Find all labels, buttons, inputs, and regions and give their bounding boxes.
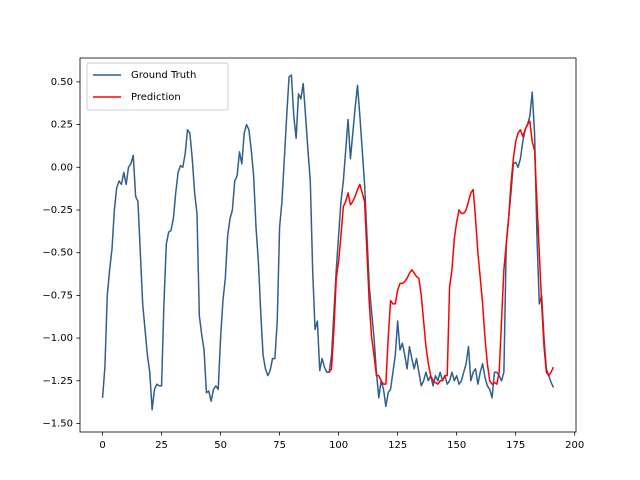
x-tick-label: 200 bbox=[565, 440, 584, 451]
legend-box bbox=[86, 62, 229, 111]
x-tick-label: 150 bbox=[447, 440, 466, 451]
x-tick-label: 100 bbox=[329, 440, 348, 451]
y-tick-label: −1.50 bbox=[42, 418, 73, 429]
x-tick-label: 125 bbox=[388, 440, 407, 451]
legend-label: Prediction bbox=[131, 92, 181, 103]
y-tick-label: −0.50 bbox=[42, 248, 73, 259]
y-tick-label: −1.00 bbox=[42, 333, 73, 344]
plot-frame bbox=[79, 57, 577, 433]
y-tick-label: 0.00 bbox=[51, 162, 73, 173]
x-tick-label: 175 bbox=[506, 440, 525, 451]
x-tick-label: 75 bbox=[273, 440, 286, 451]
legend-label: Ground Truth bbox=[131, 70, 196, 81]
y-tick-label: 0.25 bbox=[51, 120, 73, 131]
series-line bbox=[328, 120, 555, 385]
x-tick-label: 0 bbox=[99, 440, 105, 451]
series-line bbox=[101, 74, 555, 411]
y-tick-label: 0.50 bbox=[51, 77, 73, 88]
x-tick-label: 50 bbox=[214, 440, 227, 451]
y-tick-label: −1.25 bbox=[42, 376, 73, 387]
y-tick-label: −0.25 bbox=[42, 205, 73, 216]
y-tick-label: −0.75 bbox=[42, 290, 73, 301]
x-tick-label: 25 bbox=[155, 440, 168, 451]
